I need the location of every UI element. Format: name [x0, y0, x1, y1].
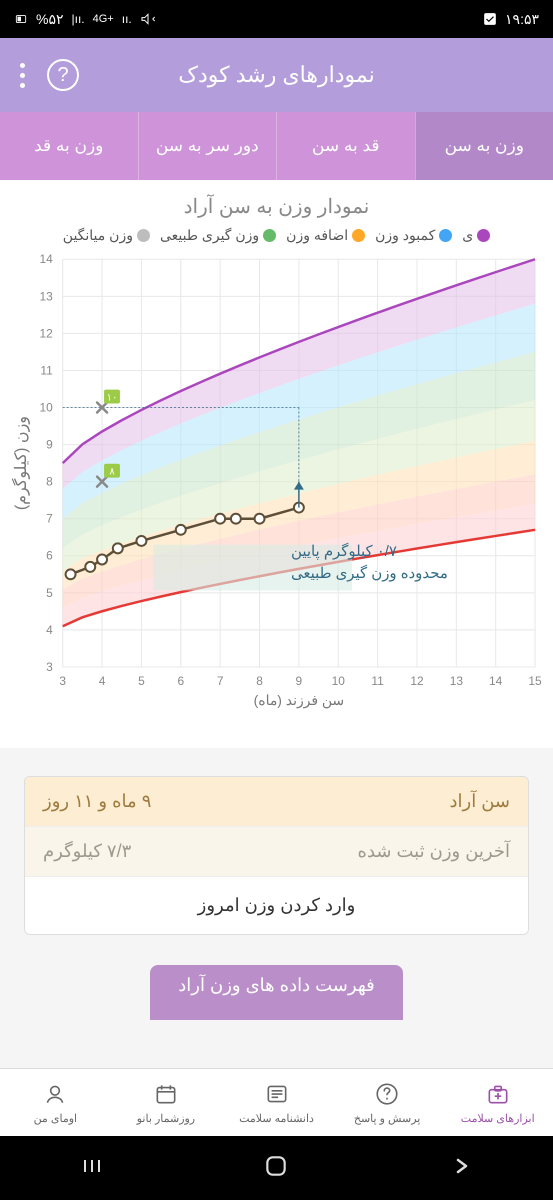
- chart-legend: ی کمبود وزن اضافه وزن وزن گیری طبیعی وزن میا…: [8, 227, 545, 244]
- battery-level: %۵۲: [36, 11, 64, 28]
- status-bar: %۵۲ |ıı. 4G+ ıı. ۱۹:۵۳: [0, 0, 553, 38]
- svg-text:5: 5: [46, 586, 53, 600]
- nav-item-4[interactable]: اومای من: [0, 1069, 111, 1136]
- svg-text:سن فرزند (ماه): سن فرزند (ماه): [254, 692, 344, 709]
- svg-text:۰/۷ کیلوگرم پایین: ۰/۷ کیلوگرم پایین: [291, 542, 397, 560]
- svg-text:3: 3: [46, 660, 53, 674]
- enter-today-button[interactable]: وارد کردن وزن امروز: [25, 876, 528, 934]
- question-icon: [373, 1080, 401, 1108]
- age-row: سن آراد ۹ ماه و ۱۱ روز: [25, 777, 528, 826]
- svg-text:4: 4: [46, 623, 53, 637]
- svg-text:10: 10: [332, 674, 346, 688]
- news-icon: [263, 1080, 291, 1108]
- svg-text:14: 14: [39, 252, 53, 266]
- svg-text:7: 7: [46, 512, 53, 526]
- svg-text:11: 11: [371, 674, 384, 688]
- svg-text:۸: ۸: [109, 467, 115, 478]
- nav-label: دانشنامه سلامت: [239, 1112, 314, 1125]
- network-type: 4G+: [93, 13, 114, 25]
- home-button[interactable]: [263, 1153, 289, 1184]
- clock: ۱۹:۵۳: [505, 11, 539, 28]
- age-value: ۹ ماه و ۱۱ روز: [43, 791, 151, 812]
- tab-1[interactable]: قد به سن: [276, 112, 415, 180]
- battery-icon: [14, 12, 28, 26]
- mute-icon: [140, 11, 156, 27]
- legend-item-2: اضافه وزن: [286, 227, 365, 244]
- tab-0[interactable]: وزن به سن: [415, 112, 553, 180]
- tabs: وزن به سنقد به سندور سر به سنوزن به قد: [0, 112, 553, 180]
- bottom-nav: ابزارهای سلامت پرسش و پاسخ دانشنامه سلامت ر…: [0, 1068, 553, 1136]
- svg-text:6: 6: [177, 674, 184, 688]
- app-bar: نمودارهای رشد کودک ?: [0, 38, 553, 112]
- svg-text:3: 3: [59, 674, 66, 688]
- legend-item-3: وزن گیری طبیعی: [160, 227, 276, 244]
- legend-item-1: کمبود وزن: [375, 227, 452, 244]
- nav-label: پرسش و پاسخ: [354, 1112, 421, 1125]
- svg-text:7: 7: [217, 674, 224, 688]
- nav-item-2[interactable]: دانشنامه سلامت: [221, 1069, 332, 1136]
- svg-text:محدوده وزن گیری طبیعی: محدوده وزن گیری طبیعی: [291, 564, 448, 582]
- svg-text:۱۰: ۱۰: [107, 393, 118, 404]
- more-menu-icon[interactable]: [20, 63, 25, 88]
- back-button[interactable]: [449, 1154, 473, 1183]
- page-title: نمودارهای رشد کودک: [0, 62, 553, 88]
- svg-text:9: 9: [296, 674, 303, 688]
- info-card: سن آراد ۹ ماه و ۱۱ روز آخرین وزن ثبت شده…: [24, 776, 529, 935]
- data-list-button[interactable]: فهرست داده های وزن آراد: [150, 965, 402, 1020]
- age-label: سن آراد: [450, 791, 511, 812]
- svg-text:9: 9: [46, 438, 53, 452]
- last-weight-label: آخرین وزن ثبت شده: [358, 841, 510, 862]
- nav-item-3[interactable]: روزشمار بانو: [111, 1069, 222, 1136]
- check-icon: [483, 12, 497, 26]
- svg-text:4: 4: [99, 674, 106, 688]
- legend-item-0: ی: [462, 227, 490, 244]
- tab-3[interactable]: وزن به قد: [0, 112, 138, 180]
- nav-item-1[interactable]: پرسش و پاسخ: [332, 1069, 443, 1136]
- nav-label: ابزارهای سلامت: [461, 1112, 535, 1125]
- last-weight-row: آخرین وزن ثبت شده ۷/۳ کیلوگرم: [25, 826, 528, 876]
- last-weight-value: ۷/۳ کیلوگرم: [43, 841, 131, 862]
- system-nav: [0, 1136, 553, 1200]
- svg-text:15: 15: [528, 674, 542, 688]
- svg-text:6: 6: [46, 549, 53, 563]
- nav-label: روزشمار بانو: [137, 1112, 195, 1125]
- avatar-icon: [41, 1080, 69, 1108]
- svg-text:8: 8: [46, 475, 53, 489]
- legend-item-4: وزن میانگین: [63, 227, 150, 244]
- svg-text:10: 10: [39, 400, 53, 414]
- chart-title: نمودار وزن به سن آراد: [8, 194, 545, 219]
- recents-button[interactable]: [80, 1154, 104, 1183]
- svg-text:13: 13: [39, 289, 53, 303]
- nav-label: اومای من: [34, 1112, 78, 1125]
- tab-2[interactable]: دور سر به سن: [138, 112, 277, 180]
- nav-item-0[interactable]: ابزارهای سلامت: [442, 1069, 553, 1136]
- svg-text:8: 8: [256, 674, 263, 688]
- svg-text:5: 5: [138, 674, 145, 688]
- chart-area: نمودار وزن به سن آراد ی کمبود وزن اضافه وز…: [0, 180, 553, 748]
- svg-text:12: 12: [39, 326, 53, 340]
- chart-canvas[interactable]: 3 4 5 6 7 8 9 10 11 12 13 14 15 3 4 5 6 7 8 9 10 11 12 13 14 ۱۰ ۸ ۰…: [8, 248, 545, 718]
- svg-text:12: 12: [410, 674, 424, 688]
- svg-text:14: 14: [489, 674, 503, 688]
- svg-text:11: 11: [40, 363, 53, 377]
- calendar-icon: [152, 1080, 180, 1108]
- svg-text:وزن (کیلوگرم): وزن (کیلوگرم): [11, 416, 30, 510]
- help-icon[interactable]: ?: [47, 59, 79, 91]
- medkit-icon: [484, 1080, 512, 1108]
- svg-text:13: 13: [450, 674, 464, 688]
